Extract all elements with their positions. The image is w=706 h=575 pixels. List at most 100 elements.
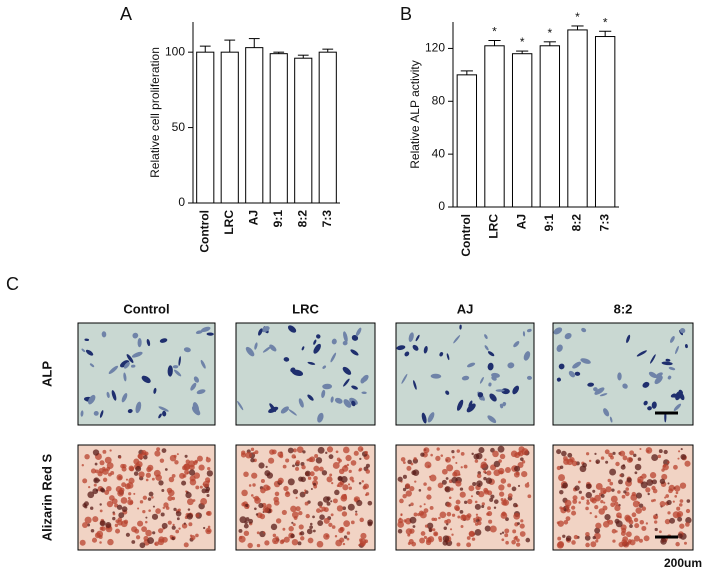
stain-dot	[362, 485, 367, 490]
stain-dot	[478, 483, 481, 486]
stain-dot	[309, 471, 315, 477]
stain-dot	[186, 513, 193, 520]
stained-cell	[651, 401, 657, 409]
stain-dot	[106, 462, 114, 469]
stain-dot	[604, 514, 611, 521]
stain-dot	[84, 454, 90, 460]
stain-dot	[264, 540, 270, 546]
stain-dot	[585, 483, 592, 490]
stain-dot	[436, 447, 440, 451]
stain-dot	[475, 513, 479, 516]
stain-dot	[243, 530, 250, 537]
stained-cell	[131, 351, 143, 358]
stained-cell	[564, 332, 572, 340]
significance-mark: *	[492, 25, 497, 39]
stained-cell	[507, 362, 515, 369]
stain-dot	[256, 531, 260, 535]
stain-dot	[620, 464, 626, 470]
stained-cell	[288, 409, 297, 416]
micrograph	[552, 444, 694, 551]
bar	[539, 45, 561, 208]
stained-cell	[421, 412, 427, 424]
stain-dot	[455, 461, 458, 464]
stain-dot	[323, 507, 329, 513]
stained-cell	[408, 332, 414, 342]
stained-cell	[581, 327, 587, 333]
stain-dot	[585, 491, 592, 499]
stain-dot	[608, 452, 613, 458]
stain-dot	[108, 472, 112, 477]
stained-cell	[283, 357, 290, 362]
stain-dot	[102, 468, 109, 475]
stain-dot	[559, 506, 563, 510]
stained-cell	[84, 338, 90, 341]
stain-dot	[672, 500, 675, 503]
stain-dot	[116, 504, 123, 510]
stain-dot	[173, 507, 177, 512]
stain-dot	[640, 481, 648, 489]
x-tick-label: 7:3	[320, 210, 334, 228]
stain-dot	[134, 528, 140, 534]
stain-dot	[304, 501, 309, 506]
stain-dot	[206, 456, 209, 459]
stain-dot	[667, 460, 670, 464]
stained-cell	[679, 328, 686, 334]
micrograph	[395, 444, 535, 551]
stain-dot	[685, 522, 690, 527]
stain-dot	[562, 534, 566, 538]
column-label: AJ	[457, 301, 474, 316]
stain-dot	[412, 525, 416, 528]
stain-dot	[183, 522, 186, 525]
stain-dot	[651, 454, 659, 462]
stain-dot	[295, 506, 301, 512]
stain-dot	[572, 495, 578, 501]
stain-dot	[313, 465, 320, 472]
stain-dot	[680, 453, 687, 460]
stain-dot	[580, 496, 585, 500]
stain-dot	[176, 453, 179, 456]
stain-dot	[486, 512, 490, 516]
stain-dot	[578, 490, 582, 494]
stain-dot	[343, 520, 350, 527]
stained-cell	[675, 345, 679, 355]
stain-dot	[279, 539, 285, 545]
bar	[269, 53, 288, 204]
stain-dot	[361, 480, 365, 483]
stain-dot	[111, 498, 118, 505]
stain-dot	[397, 521, 405, 528]
stain-dot	[663, 459, 670, 466]
stained-cell	[412, 344, 419, 351]
stain-dot	[511, 486, 517, 492]
stain-dot	[139, 542, 146, 549]
x-tick-label: 8:2	[295, 210, 309, 228]
stain-dot	[266, 472, 274, 479]
stain-dot	[594, 452, 597, 456]
stain-dot	[99, 541, 102, 544]
stain-dot	[471, 537, 476, 541]
stained-cell	[85, 349, 94, 356]
column-label: 8:2	[614, 301, 633, 316]
stain-dot	[330, 513, 334, 517]
stain-dot	[316, 508, 321, 513]
stained-cell	[108, 365, 119, 375]
stain-dot	[497, 467, 505, 475]
stained-cell	[268, 406, 279, 413]
stain-dot	[198, 464, 205, 471]
stain-dot	[292, 464, 295, 468]
stain-dot	[206, 510, 212, 516]
stain-dot	[483, 470, 487, 474]
micrograph-frame	[552, 322, 694, 426]
stain-dot	[619, 450, 626, 457]
stain-dot	[426, 494, 432, 500]
significance-mark: *	[547, 26, 552, 40]
micrograph-frame	[552, 444, 694, 551]
bar	[456, 74, 478, 208]
stain-dot	[158, 528, 164, 534]
stain-dot	[315, 457, 323, 464]
stain-dot	[566, 535, 572, 541]
bar	[484, 45, 505, 208]
stain-dot	[244, 520, 248, 524]
stain-dot	[117, 489, 124, 497]
stain-dot	[563, 456, 568, 461]
bar	[294, 57, 313, 204]
